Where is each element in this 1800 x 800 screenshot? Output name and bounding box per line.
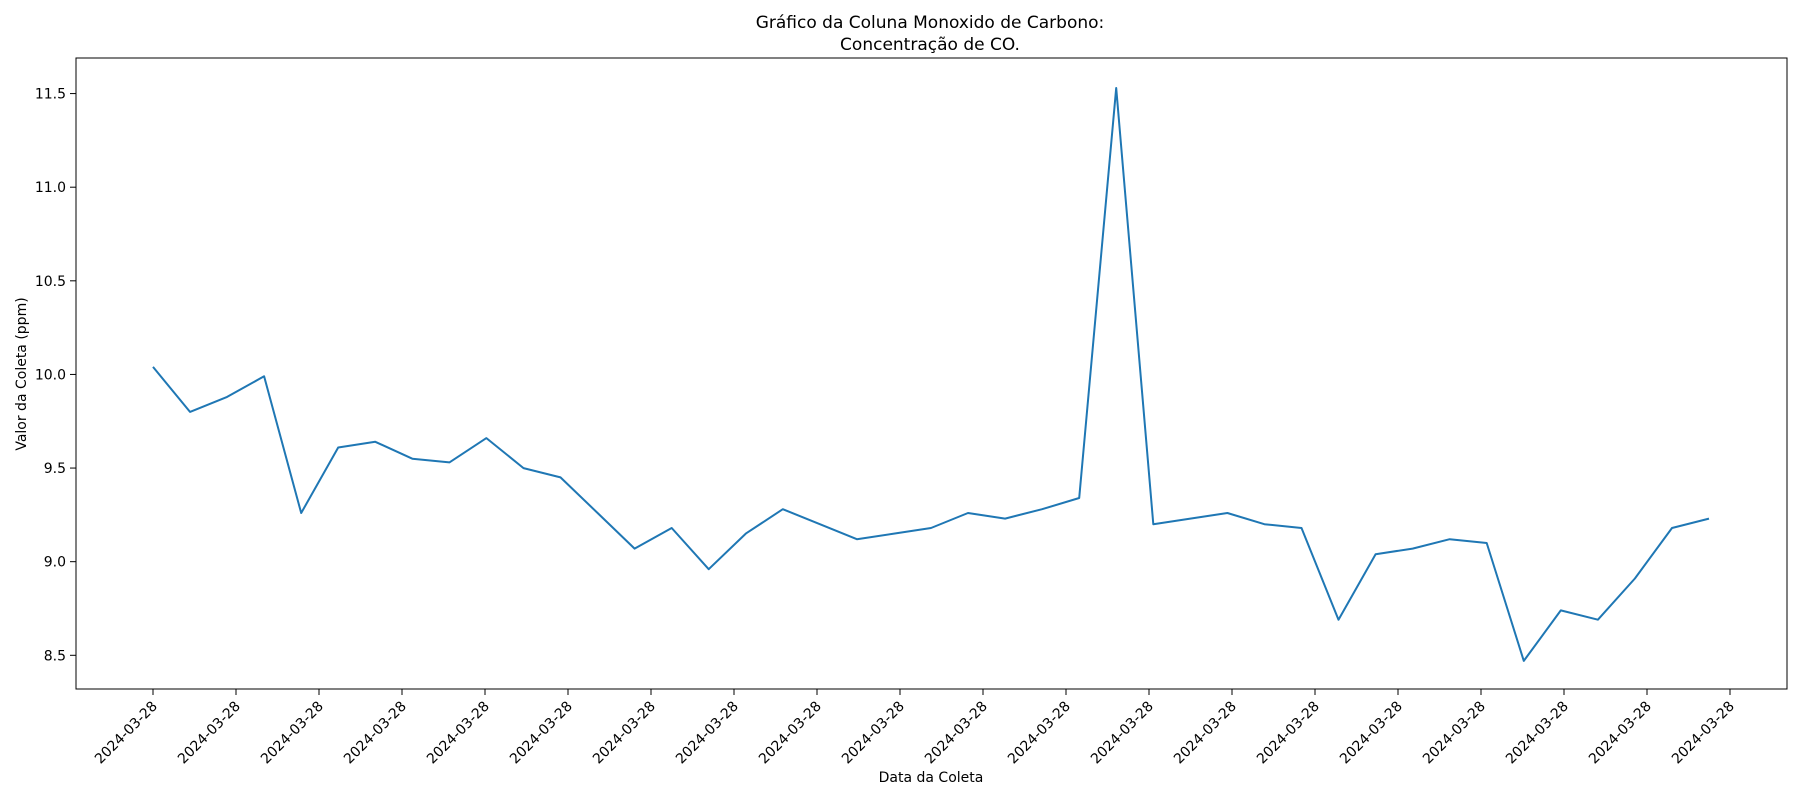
y-tick-label: 11.0 [35, 180, 66, 196]
chart-title-line-2: Concentração de CO. [840, 35, 1020, 55]
y-tick-label: 8.5 [44, 648, 66, 664]
x-tick-label: 2024-03-28 [673, 699, 742, 768]
x-tick-label: 2024-03-28 [839, 699, 908, 768]
x-tick-label: 2024-03-28 [1420, 699, 1489, 768]
x-tick-label: 2024-03-28 [1669, 699, 1738, 768]
x-tick-label: 2024-03-28 [1171, 699, 1240, 768]
x-tick-label: 2024-03-28 [590, 699, 659, 768]
x-tick-label: 2024-03-28 [1337, 699, 1406, 768]
x-axis-label: Data da Coleta [879, 770, 984, 786]
series-line [152, 87, 1710, 662]
x-tick-label: 2024-03-28 [507, 699, 576, 768]
x-tick-label: 2024-03-28 [92, 699, 161, 768]
x-tick-label: 2024-03-28 [341, 699, 410, 768]
x-tick-label: 2024-03-28 [1088, 699, 1157, 768]
chart-title-line-1: Gráfico da Coluna Monoxido de Carbono: [756, 13, 1105, 33]
y-tick-label: 10.5 [35, 274, 66, 290]
x-tick-label: 2024-03-28 [1503, 699, 1572, 768]
x-axis-ticks: 2024-03-28 2024-03-28 2024-03-28 2024-03-28… [92, 689, 1738, 767]
chart-title: Gráfico da Coluna Monoxido de Carbono: C… [756, 13, 1105, 55]
y-axis-label: Valor da Coleta (ppm) [14, 297, 30, 450]
plot-frame [75, 57, 1788, 690]
x-tick-label: 2024-03-28 [1254, 699, 1323, 768]
x-tick-label: 2024-03-28 [1005, 699, 1074, 768]
x-tick-label: 2024-03-28 [424, 699, 493, 768]
y-tick-label: 9.5 [44, 461, 66, 477]
y-axis-ticks: 8.5 9.0 9.5 10.0 10.5 11.0 11.5 [35, 87, 76, 664]
y-tick-label: 10.0 [35, 367, 66, 383]
x-tick-label: 2024-03-28 [175, 699, 244, 768]
x-tick-label: 2024-03-28 [1586, 699, 1655, 768]
x-tick-label: 2024-03-28 [258, 699, 327, 768]
y-tick-label: 9.0 [44, 555, 66, 571]
x-tick-label: 2024-03-28 [922, 699, 991, 768]
y-tick-label: 11.5 [35, 87, 66, 103]
x-tick-label: 2024-03-28 [756, 699, 825, 768]
